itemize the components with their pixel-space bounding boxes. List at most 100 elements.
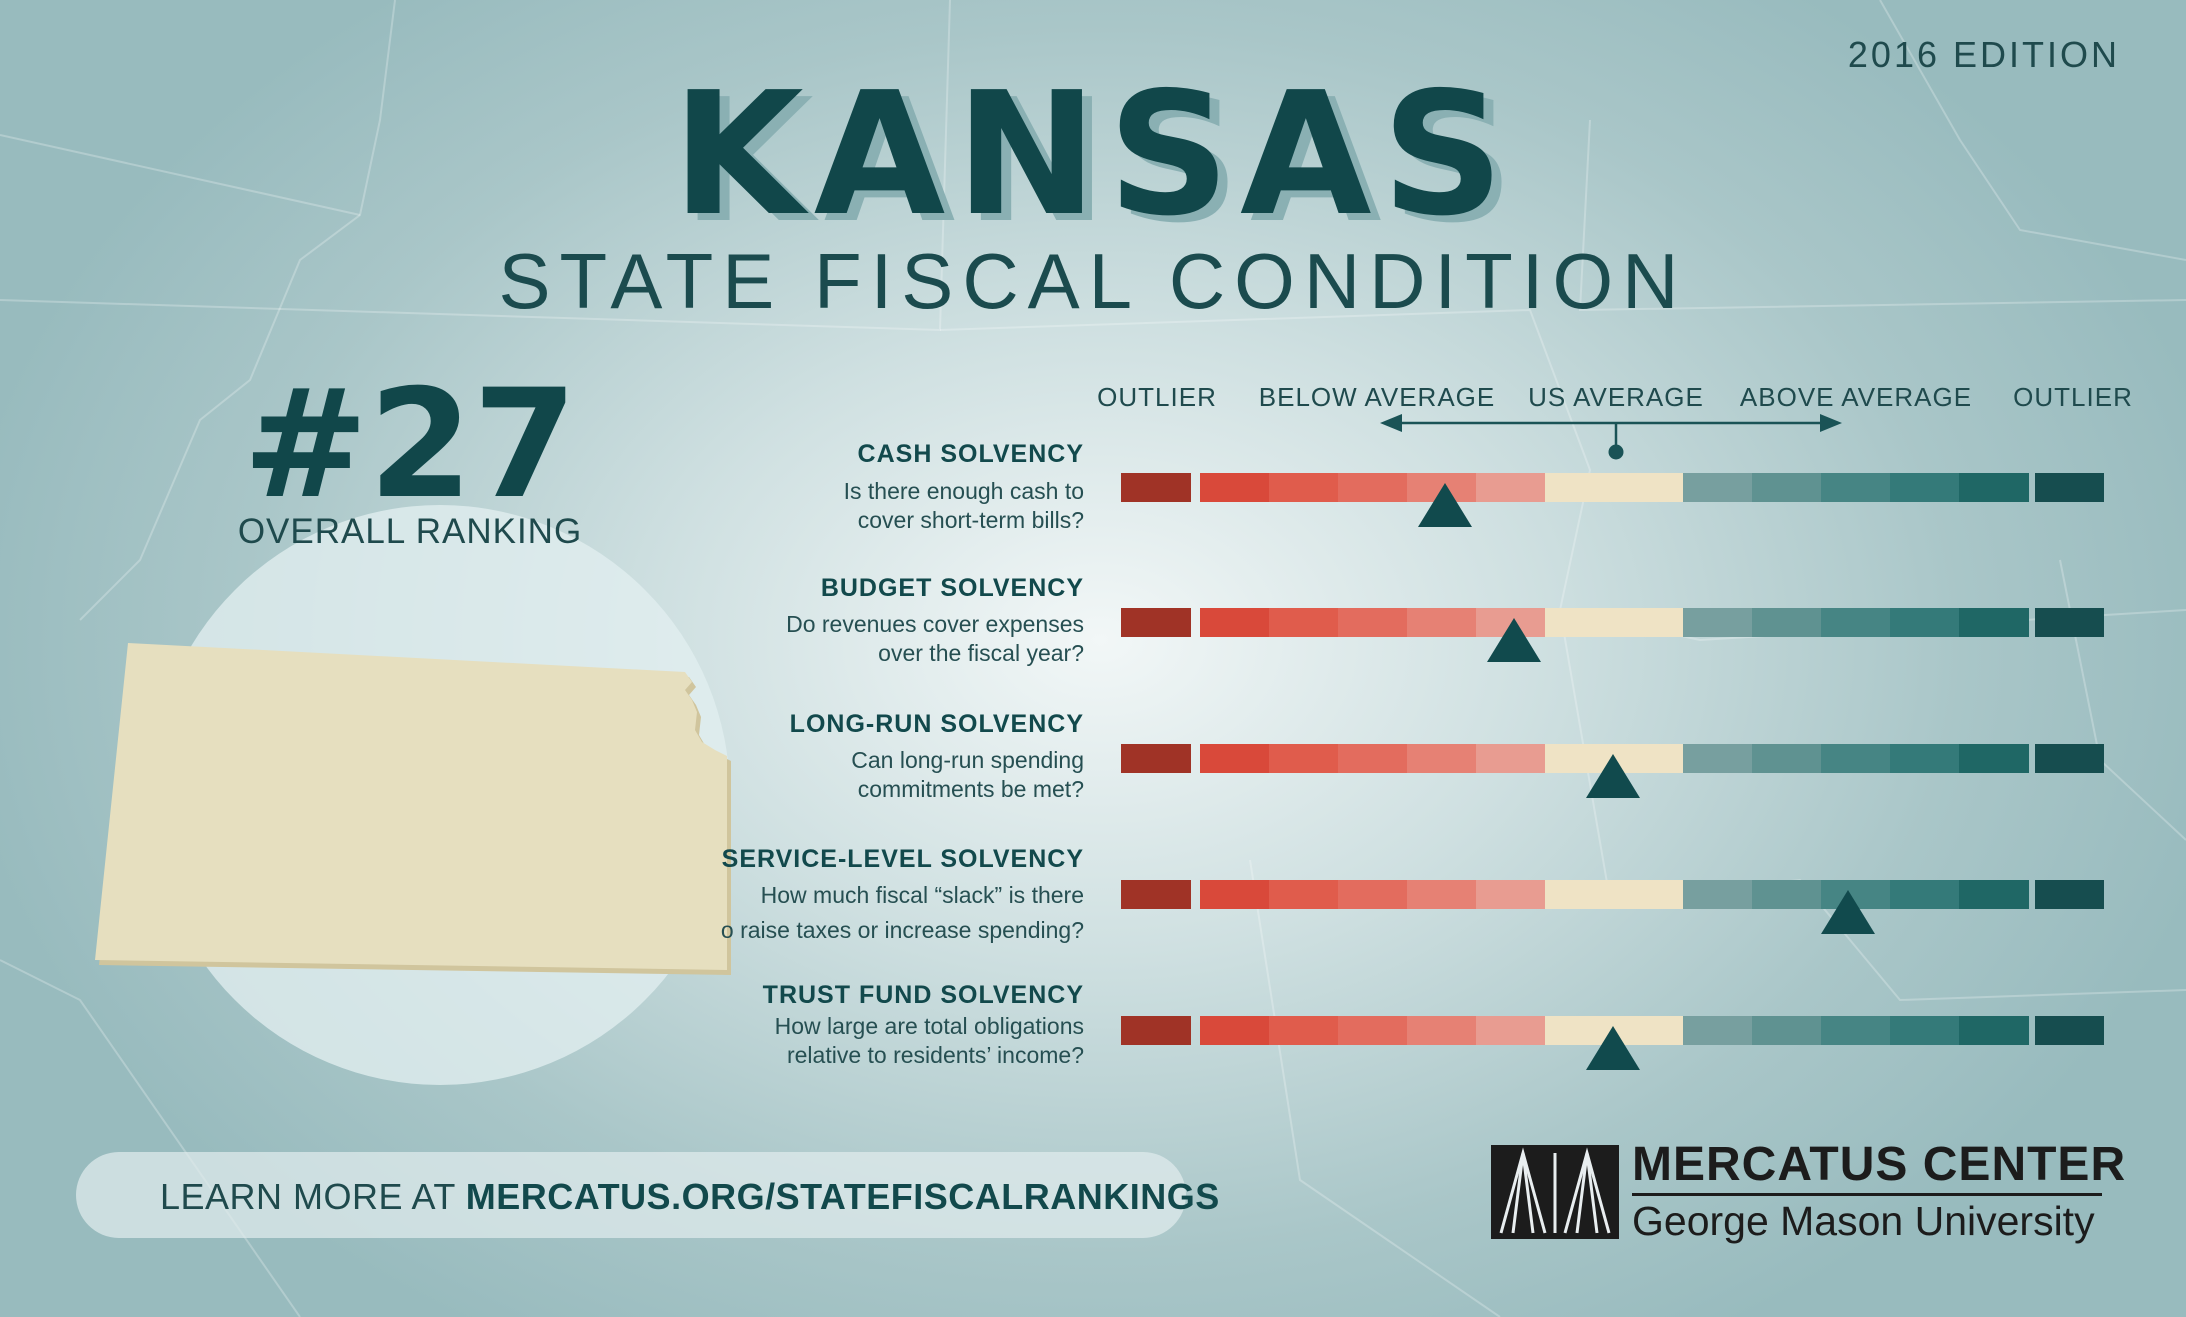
bar-segment [1338, 880, 1407, 909]
bar-segment [2035, 1016, 2104, 1045]
page-title: KANSAS [671, 56, 1515, 254]
metric-question-service-level-line2: o raise taxes or increase spending? [720, 917, 1084, 943]
bar-segment [1200, 608, 1269, 637]
position-marker-triangle [1821, 890, 1876, 934]
bar-segment [1200, 744, 1269, 773]
bar-segment [1200, 880, 1269, 909]
bar-segment [1338, 608, 1407, 637]
ranking-number: #27 [242, 358, 578, 532]
metric-question-budget-line1: Do revenues cover expenses [786, 611, 1084, 637]
bar-segment [1200, 473, 1269, 502]
bar-segment [1407, 1016, 1476, 1045]
position-marker-triangle [1418, 483, 1473, 527]
metric-title-budget: BUDGET SOLVENCY [820, 574, 1084, 602]
bar-segment [1407, 744, 1476, 773]
organization-name: MERCATUS CENTER [1632, 1138, 2127, 1191]
bar-segment [1338, 744, 1407, 773]
bar-segment [1821, 744, 1890, 773]
bar-segment [1821, 1016, 1890, 1045]
bar-segment [1683, 880, 1752, 909]
bar-segment [1890, 473, 1959, 502]
scale-label-below-average: BELOW AVERAGE [1258, 382, 1496, 412]
metric-question-trust-fund-line1: How large are total obligations [774, 1013, 1084, 1039]
bar-segment [1683, 473, 1752, 502]
bar-segment [1890, 608, 1959, 637]
bar-segment [1821, 473, 1890, 502]
bar-segment [1821, 608, 1890, 637]
bar-segment [1959, 744, 2029, 773]
bar-segment [1752, 1016, 1821, 1045]
organization-university: George Mason University [1632, 1198, 2095, 1244]
bar-segment [1121, 744, 1191, 773]
bar-segment [1476, 744, 1545, 773]
metric-title-service-level: SERVICE-LEVEL SOLVENCY [721, 845, 1084, 873]
bar-segment [1890, 744, 1959, 773]
kansas-map [95, 643, 731, 975]
metric-question-cash-line2: cover short-term bills? [857, 507, 1084, 533]
bar-segment [1200, 1016, 1269, 1045]
bar-segment [1269, 608, 1338, 637]
bar-segment [1614, 608, 1683, 637]
bar-segment [1752, 880, 1821, 909]
position-marker-triangle [1585, 754, 1640, 798]
learn-more-prefix: LEARN MORE AT [160, 1176, 466, 1217]
bar-segment [1890, 1016, 1959, 1045]
bar-segment [1476, 1016, 1545, 1045]
learn-more-url[interactable]: MERCATUS.ORG/STATEFISCALRANKINGS [465, 1176, 1220, 1217]
bar-segment [1545, 608, 1614, 637]
mercatus-logo-icon [1491, 1145, 1619, 1239]
bar-segment [1959, 1016, 2029, 1045]
bar-segment [1683, 744, 1752, 773]
metric-question-trust-fund-line2: relative to residents’ income? [786, 1042, 1084, 1068]
organization-divider [1632, 1193, 2102, 1196]
bar-segment [1121, 473, 1191, 502]
bar-segment [1269, 473, 1338, 502]
learn-more-text[interactable]: LEARN MORE AT MERCATUS.ORG/STATEFISCALRA… [160, 1176, 1220, 1218]
bar-segment [1890, 880, 1959, 909]
bar-segment [1269, 744, 1338, 773]
page-subtitle: STATE FISCAL CONDITION [498, 237, 1688, 325]
metric-question-budget-line2: over the fiscal year? [878, 640, 1084, 666]
bar-segment [1476, 880, 1545, 909]
bar-segment [1959, 473, 2029, 502]
bar-segment [1545, 473, 1614, 502]
metric-title-long-run: LONG-RUN SOLVENCY [789, 710, 1084, 738]
bar-segment [1269, 880, 1338, 909]
bar-segment [2035, 880, 2104, 909]
bar-segment [1959, 880, 2029, 909]
bar-segment [1476, 473, 1545, 502]
bar-segment [1683, 1016, 1752, 1045]
scale-label-outlier-low: OUTLIER [1097, 382, 1217, 412]
metric-title-trust-fund: TRUST FUND SOLVENCY [762, 981, 1084, 1009]
ranking-label: OVERALL RANKING [237, 512, 583, 551]
metric-question-long-run-line1: Can long-run spending [851, 747, 1084, 773]
position-marker-triangle [1585, 1026, 1640, 1070]
metric-question-cash-line1: Is there enough cash to [843, 478, 1084, 504]
bar-segment [1752, 608, 1821, 637]
bar-segment [1407, 608, 1476, 637]
bar-segment [1407, 880, 1476, 909]
bar-segment [1121, 1016, 1191, 1045]
bar-segment [1683, 608, 1752, 637]
bar-segment [1959, 608, 2029, 637]
bar-segment [1614, 473, 1683, 502]
bar-segment [1121, 608, 1191, 637]
bar-segment [1121, 880, 1191, 909]
bar-segment [2035, 473, 2104, 502]
scale-label-above-average: ABOVE AVERAGE [1739, 382, 1973, 412]
edition-label: 2016 EDITION [1847, 34, 2120, 75]
metric-title-cash: CASH SOLVENCY [857, 440, 1084, 468]
bar-segment [1269, 1016, 1338, 1045]
average-arrow [1380, 414, 1842, 460]
scale-label-outlier-high: OUTLIER [2013, 382, 2133, 412]
position-marker-triangle [1487, 618, 1542, 662]
bar-segment [1545, 880, 1614, 909]
bar-segment [1338, 1016, 1407, 1045]
bar-segment [1752, 744, 1821, 773]
bar-segment [2035, 608, 2104, 637]
metric-question-long-run-line2: commitments be met? [857, 776, 1084, 802]
learn-more-pill[interactable] [76, 1152, 1186, 1238]
bar-segment [1614, 880, 1683, 909]
bar-segment [1338, 473, 1407, 502]
scale-label-us-average: US AVERAGE [1528, 382, 1704, 412]
